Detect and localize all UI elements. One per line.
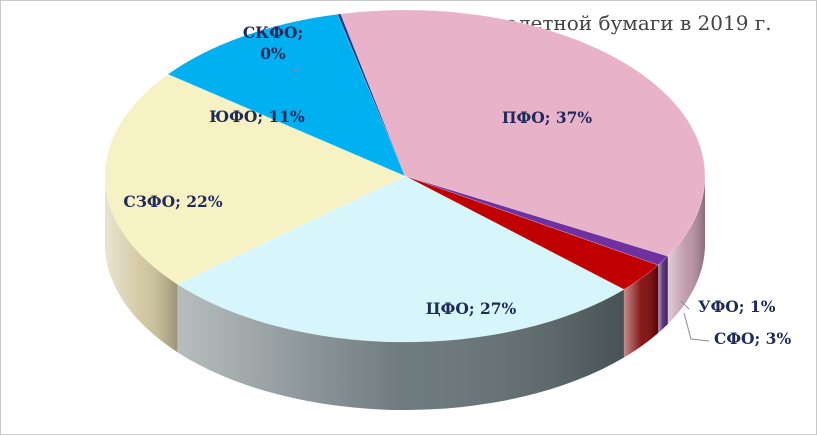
slice-label-скфо-line1: СКФО; xyxy=(243,23,303,42)
pie-side-shade-сфо xyxy=(623,265,659,358)
leader-line-скфо xyxy=(292,68,302,72)
slice-label-скфо-line2: 0% xyxy=(260,44,286,63)
slice-label-уфо: УФО; 1% xyxy=(698,297,776,316)
slice-label-сфо: СФО; 3% xyxy=(714,329,791,348)
slice-label-пфо: ПФО; 37% xyxy=(502,108,593,127)
slice-label-цфо: ЦФО; 27% xyxy=(426,299,517,318)
pie-slice-скфо xyxy=(337,13,406,177)
slice-label-сзфо: СЗФО; 22% xyxy=(123,192,222,211)
pie-slice-юфо xyxy=(167,13,406,177)
pie-side-shade-цфо xyxy=(177,284,624,410)
pie-slice-цфо xyxy=(176,175,625,343)
pie-side-shade-уфо xyxy=(658,256,668,334)
slice-label-юфо: ЮФО; 11% xyxy=(209,107,305,126)
pie-side-shade-пфо xyxy=(667,176,705,325)
pie-slice-уфо xyxy=(404,175,669,266)
leader-line-сфо xyxy=(683,312,710,342)
pie-slice-сзфо xyxy=(104,73,406,285)
pie-slice-сфо xyxy=(404,175,659,290)
leader-line-уфо xyxy=(680,300,690,310)
pie-slice-пфо xyxy=(337,9,706,257)
pie-side-shade-сзфо xyxy=(105,176,178,353)
